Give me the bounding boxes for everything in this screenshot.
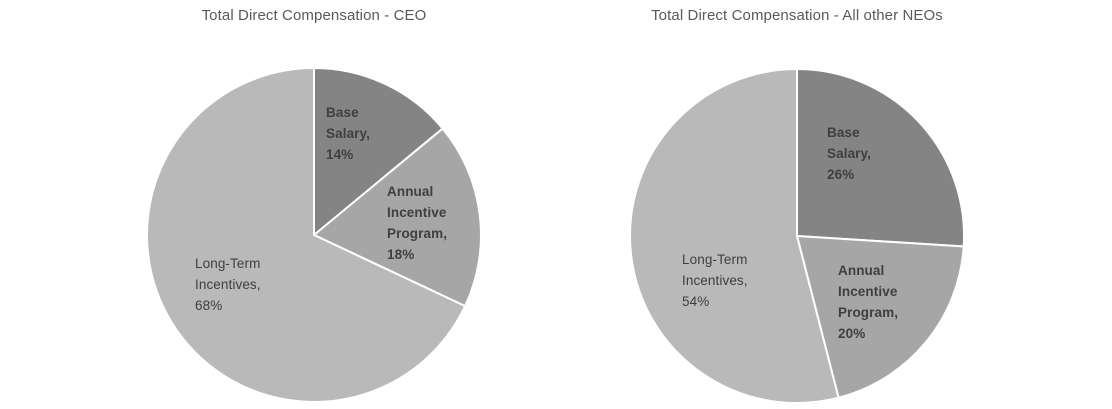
pie-slice-long-term-incentives: [629, 67, 840, 404]
slice-label-ceo-base-salary: Base Salary, 14%: [326, 105, 370, 162]
slice-label-neos-base-salary: Base Salary, 26%: [827, 125, 871, 182]
pie-chart-ceo: [146, 66, 482, 403]
pie-slice-annual-incentive-program: [312, 127, 482, 308]
pie-chart-all-other-neos: [629, 67, 965, 404]
slice-label-neos-annual-incentive-program: Annual Incentive Program, 20%: [838, 263, 899, 341]
slice-label-neos-long-term-incentives: Long-Term Incentives, 54%: [682, 252, 748, 309]
chart-title-all-other-neos: Total Direct Compensation - All other NE…: [651, 7, 943, 24]
pie-slice-long-term-incentives: [146, 66, 467, 403]
slice-label-ceo-annual-incentive-program: Annual Incentive Program, 18%: [387, 184, 448, 262]
slice-label-ceo-long-term-incentives: Long-Term Incentives, 68%: [195, 256, 261, 313]
pie-slice-annual-incentive-program: [795, 234, 965, 399]
chart-title-ceo: Total Direct Compensation - CEO: [201, 7, 427, 24]
pie-slice-base-salary: [796, 67, 965, 248]
pie-slice-base-salary: [313, 66, 445, 238]
